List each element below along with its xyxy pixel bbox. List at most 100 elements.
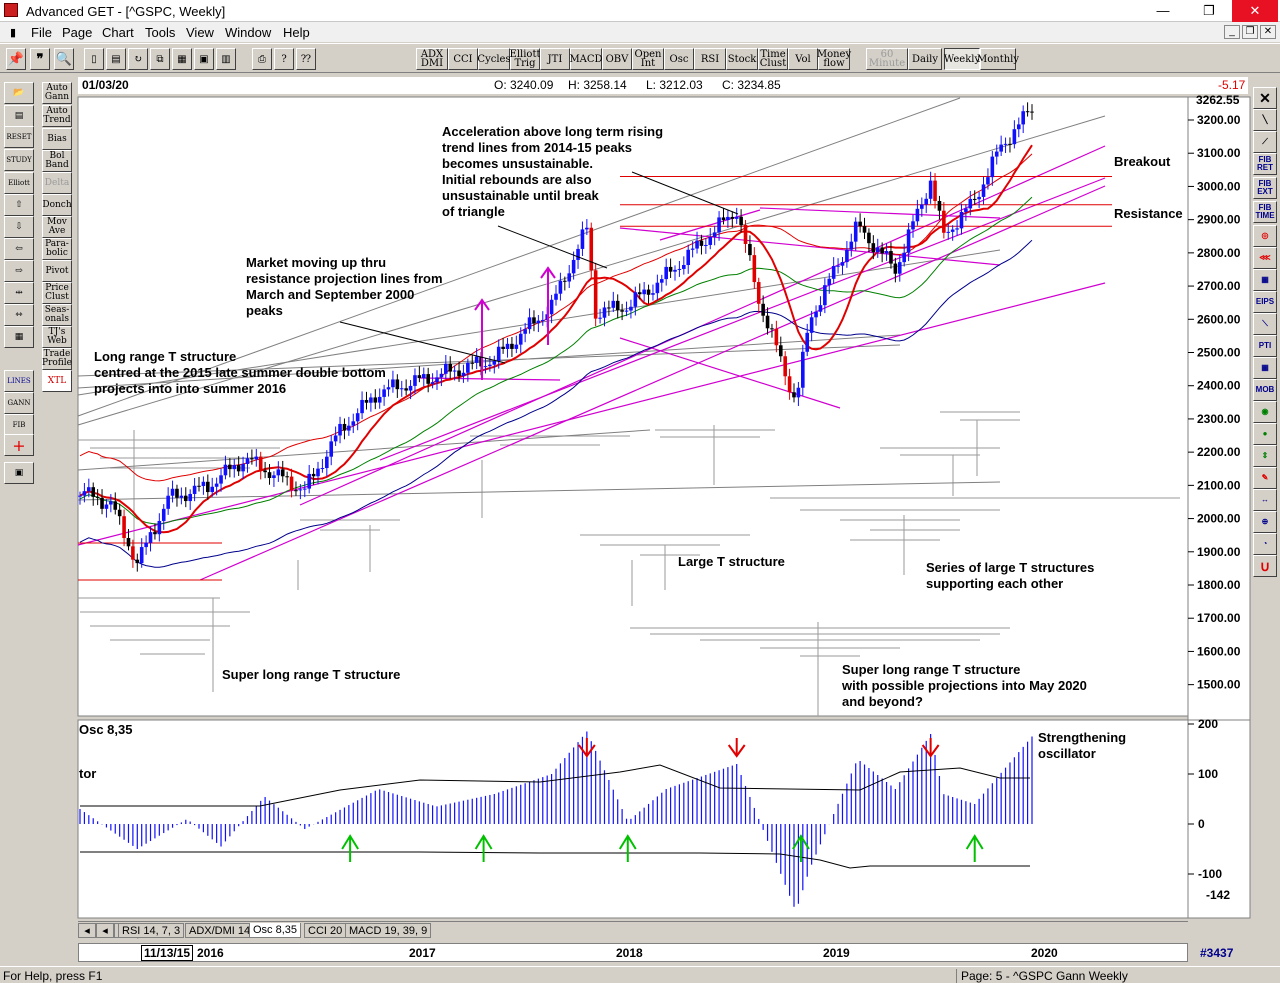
open-page-icon[interactable]: ▤ bbox=[106, 48, 126, 70]
context-help-icon[interactable]: ⁇ bbox=[296, 48, 316, 70]
auto-gann-button[interactable]: Auto Gann bbox=[42, 82, 72, 104]
elliott-trig-button[interactable]: Elliott Trig bbox=[509, 48, 541, 70]
lines-icon[interactable]: LINES bbox=[4, 370, 34, 392]
cci-button[interactable]: CCI bbox=[448, 48, 478, 70]
refresh-icon[interactable]: ↻ bbox=[128, 48, 148, 70]
new-page-icon[interactable]: ▯ bbox=[84, 48, 104, 70]
study-icon[interactable]: STUDY bbox=[4, 149, 34, 171]
tab-first-arrow[interactable]: ◂ bbox=[78, 923, 96, 938]
macd-button[interactable]: MACD bbox=[569, 48, 603, 70]
delta-button[interactable]: Delta bbox=[42, 172, 72, 194]
elliott-icon[interactable]: Elliott bbox=[4, 172, 34, 194]
quote-icon[interactable]: ❞ bbox=[30, 48, 50, 70]
period-daily-button[interactable]: Daily bbox=[908, 48, 942, 70]
obv-button[interactable]: OBV bbox=[602, 48, 632, 70]
green-circle-icon[interactable]: ● bbox=[1253, 423, 1277, 445]
osc-button[interactable]: Osc bbox=[664, 48, 694, 70]
price-clust-button[interactable]: Price Clust bbox=[42, 282, 72, 304]
trend-icon[interactable]: ╲ bbox=[1253, 109, 1277, 131]
menu-file[interactable]: File bbox=[31, 25, 52, 40]
close-button[interactable]: ✕ bbox=[1232, 0, 1278, 22]
period-60-minute-button[interactable]: 60 Minute bbox=[866, 48, 908, 70]
bar-chart-icon[interactable]: ▤ bbox=[4, 105, 34, 127]
fan-lines-icon[interactable]: ⋘ bbox=[1253, 247, 1277, 269]
chart-icon[interactable]: ▦ bbox=[172, 48, 192, 70]
table-icon[interactable]: ▦ bbox=[1253, 357, 1277, 379]
zoom-icon[interactable]: ⊕ bbox=[1253, 511, 1277, 533]
arrow-left-icon[interactable]: ⇦ bbox=[4, 238, 34, 260]
layout-icon[interactable]: ▣ bbox=[194, 48, 214, 70]
grid-icon[interactable]: ▦ bbox=[4, 326, 34, 348]
seasonals-button[interactable]: Seas-onals bbox=[42, 304, 72, 326]
fib-ext-button[interactable]: FIB EXT bbox=[1253, 177, 1277, 199]
minimize-button[interactable]: — bbox=[1156, 3, 1170, 18]
open-folder-icon[interactable]: 📂 bbox=[4, 82, 34, 104]
tab-macd[interactable]: MACD 19, 39, 9 bbox=[345, 923, 432, 938]
doc-icon[interactable]: ▮ bbox=[10, 27, 17, 39]
arrow-right-icon[interactable]: ⇨ bbox=[4, 260, 34, 282]
gann-fan-icon[interactable]: ⟍ bbox=[1253, 313, 1277, 335]
restore-button[interactable]: ❐ bbox=[1203, 3, 1215, 18]
mdi-restore-button[interactable]: ❐ bbox=[1242, 25, 1258, 39]
magnifier-icon[interactable]: 🔍 bbox=[54, 48, 74, 70]
pencil-icon[interactable]: ✎ bbox=[1253, 467, 1277, 489]
mdi-minimize-button[interactable]: _ bbox=[1224, 25, 1240, 39]
green-arrows-icon[interactable]: ⇕ bbox=[1253, 445, 1277, 467]
menu-view[interactable]: View bbox=[186, 25, 214, 40]
cycles-button[interactable]: Cycles bbox=[477, 48, 511, 70]
tile-icon[interactable]: ▥ bbox=[216, 48, 236, 70]
tab-rsi[interactable]: RSI 14, 7, 3 bbox=[118, 923, 185, 938]
time-clust-button[interactable]: Time Clust bbox=[758, 48, 788, 70]
mob-button[interactable]: MOB bbox=[1253, 379, 1277, 401]
close-x-icon[interactable]: ✕ bbox=[1253, 87, 1277, 109]
rsi-button[interactable]: RSI bbox=[694, 48, 726, 70]
ruler-icon[interactable]: ↔ bbox=[1253, 489, 1277, 511]
adx-dmi-button[interactable]: ADX DMI bbox=[416, 48, 448, 70]
cycle-icon[interactable]: ◔ bbox=[1253, 533, 1277, 555]
calculator-icon[interactable]: ▣ bbox=[4, 462, 34, 484]
menu-tools[interactable]: Tools bbox=[145, 25, 176, 40]
xtl-button[interactable]: XTL bbox=[42, 370, 72, 392]
parabolic-button[interactable]: Para-bolic bbox=[42, 238, 72, 260]
green-target-icon[interactable]: ◉ bbox=[1253, 401, 1277, 423]
print-icon[interactable]: ⎙ bbox=[252, 48, 272, 70]
grid-lines-icon[interactable]: ▦ bbox=[1253, 269, 1277, 291]
reset-icon[interactable]: RESET bbox=[4, 126, 34, 148]
tab-cci[interactable]: CCI 20 bbox=[304, 923, 347, 938]
gann-icon[interactable]: GANN bbox=[4, 392, 34, 414]
arrow-down-icon[interactable]: ⇩ bbox=[4, 216, 34, 238]
mov-ave-button[interactable]: Mov Ave bbox=[42, 216, 72, 238]
fan-icon[interactable]: ⟋ bbox=[1253, 131, 1277, 153]
help-icon[interactable]: ? bbox=[274, 48, 294, 70]
trade-profile-button[interactable]: Trade Profile bbox=[42, 348, 72, 370]
menu-window[interactable]: Window bbox=[225, 25, 272, 40]
open-int-button[interactable]: Open Int bbox=[632, 48, 664, 70]
period-monthly-button[interactable]: Monthly bbox=[977, 48, 1019, 70]
arrow-up-icon[interactable]: ⇧ bbox=[4, 194, 34, 216]
period-weekly-button[interactable]: Weekly bbox=[944, 48, 980, 70]
stock-button[interactable]: Stock bbox=[726, 48, 758, 70]
pti-button[interactable]: PTI bbox=[1253, 335, 1277, 357]
crosshair-icon[interactable]: + bbox=[4, 434, 34, 456]
resize-icon[interactable]: ⇹ bbox=[4, 282, 34, 304]
tjs-web-button[interactable]: TJ's Web bbox=[42, 326, 72, 348]
copy-icon[interactable]: ⧉ bbox=[150, 48, 170, 70]
mdi-close-button[interactable]: ✕ bbox=[1260, 25, 1276, 39]
bias-button[interactable]: Bias bbox=[42, 128, 72, 150]
menu-help[interactable]: Help bbox=[283, 25, 310, 40]
pin-icon[interactable]: 📌 bbox=[6, 48, 26, 70]
tab-adx-dmi[interactable]: ADX/DMI 14 bbox=[185, 923, 255, 938]
donch-button[interactable]: Donch bbox=[42, 194, 72, 216]
fib-ret-button[interactable]: FIB RET bbox=[1253, 153, 1277, 175]
vol-button[interactable]: Vol bbox=[788, 48, 818, 70]
bol-band-button[interactable]: Bol Band bbox=[42, 150, 72, 172]
magnet-icon[interactable]: ∪ bbox=[1253, 555, 1277, 577]
menu-page[interactable]: Page bbox=[62, 25, 93, 40]
eips-button[interactable]: EIPS bbox=[1253, 291, 1277, 313]
tab-prev-arrow[interactable]: ◂ bbox=[96, 923, 114, 938]
menu-chart[interactable]: Chart bbox=[102, 25, 134, 40]
spiral-icon[interactable]: ◎ bbox=[1253, 225, 1277, 247]
tab-osc[interactable]: Osc 8,35 bbox=[249, 923, 302, 938]
jti-button[interactable]: JTI bbox=[540, 48, 570, 70]
